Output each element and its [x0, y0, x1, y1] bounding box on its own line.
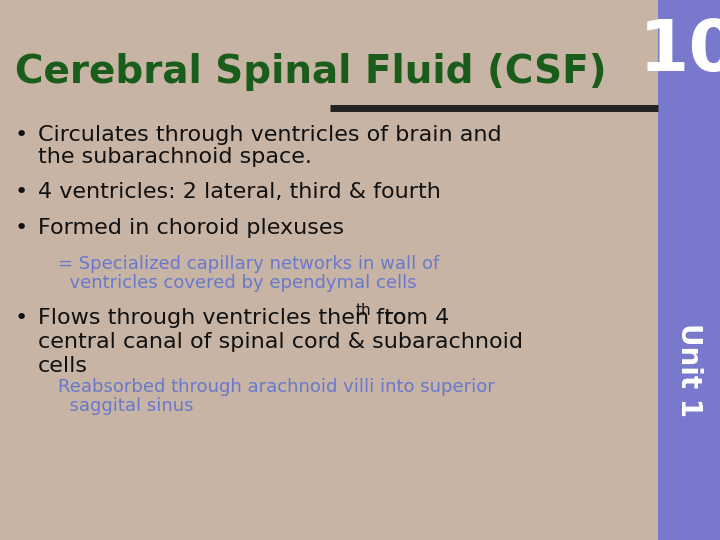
Text: the subarachnoid space.: the subarachnoid space.: [38, 147, 312, 167]
Text: to: to: [370, 308, 407, 328]
Text: cells: cells: [38, 356, 88, 376]
Text: = Specialized capillary networks in wall of: = Specialized capillary networks in wall…: [58, 255, 439, 273]
Text: central canal of spinal cord & subarachnoid: central canal of spinal cord & subarachn…: [38, 332, 523, 352]
Text: Circulates through ventricles of brain and: Circulates through ventricles of brain a…: [38, 125, 502, 145]
Text: Unit 1: Unit 1: [675, 323, 703, 417]
Text: Flows through ventricles then from 4: Flows through ventricles then from 4: [38, 308, 449, 328]
Text: Formed in choroid plexuses: Formed in choroid plexuses: [38, 218, 344, 238]
Text: 4 ventricles: 2 lateral, third & fourth: 4 ventricles: 2 lateral, third & fourth: [38, 182, 441, 202]
Text: 10: 10: [639, 17, 720, 86]
Text: saggital sinus: saggital sinus: [58, 397, 194, 415]
Text: ventricles covered by ependymal cells: ventricles covered by ependymal cells: [58, 274, 417, 292]
Text: •: •: [15, 218, 28, 238]
Text: •: •: [15, 125, 28, 145]
Text: th: th: [356, 303, 372, 318]
Text: Cerebral Spinal Fluid (CSF): Cerebral Spinal Fluid (CSF): [15, 53, 607, 91]
Text: •: •: [15, 182, 28, 202]
Bar: [658, 0, 720, 540]
Text: •: •: [15, 308, 28, 328]
Text: Reabsorbed through arachnoid villi into superior: Reabsorbed through arachnoid villi into …: [58, 378, 495, 396]
